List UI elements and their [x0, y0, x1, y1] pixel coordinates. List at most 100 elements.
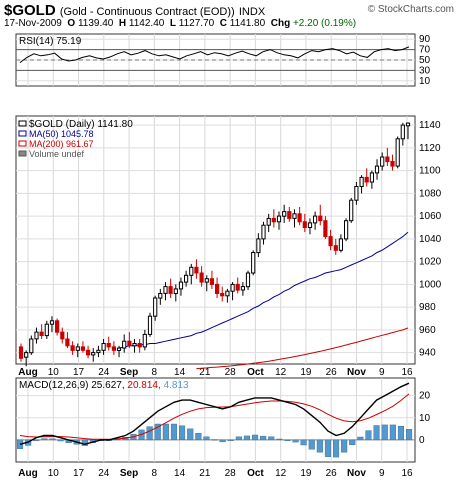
- candle-body: [29, 338, 34, 354]
- candle-body: [75, 346, 80, 351]
- candle-body: [80, 346, 86, 351]
- macd-panel-frame: [15, 377, 416, 463]
- x-tick-label: 10: [48, 468, 60, 479]
- candle-body: [271, 217, 276, 223]
- macd-hist-bar: [57, 439, 64, 442]
- candle-body: [204, 278, 209, 283]
- candle-body: [318, 215, 323, 222]
- chg-value: +2.20 (0.19%): [292, 18, 357, 29]
- x-tick-label: 9: [379, 367, 385, 378]
- macd-tick-label: 20: [419, 391, 431, 402]
- macd-hist-bar: [333, 439, 340, 458]
- candle-body: [302, 221, 307, 229]
- macd-hist-bar: [195, 433, 202, 441]
- candle-body: [194, 266, 199, 274]
- candle-body: [18, 346, 24, 359]
- macd-legend-part: 20.814,: [127, 380, 163, 391]
- candle-body: [297, 213, 302, 223]
- macd-hist-bar: [33, 439, 40, 441]
- x-tick-label: 14: [174, 468, 186, 479]
- price-tick-label: 1080: [419, 188, 442, 199]
- macd-hist-bar: [381, 424, 388, 441]
- candle-body: [313, 215, 318, 224]
- candle-body: [395, 138, 400, 167]
- price-legend-entry: MA(200) 961.67: [29, 139, 94, 149]
- candle-body: [70, 345, 75, 351]
- x-tick-label: Nov: [347, 367, 366, 378]
- rsi-tick-label: 10: [419, 76, 431, 87]
- candle-body: [328, 236, 333, 247]
- x-tick-label: 8: [152, 367, 158, 378]
- x-tick-label: 19: [300, 367, 312, 378]
- candle-body: [230, 283, 235, 292]
- x-tick-label: 12: [275, 468, 287, 479]
- x-tick-label: Aug: [18, 468, 37, 479]
- candle-body: [344, 220, 349, 240]
- candle-body: [261, 224, 266, 240]
- x-tick-label: 28: [225, 468, 237, 479]
- open-value: 1139.40: [77, 18, 114, 29]
- macd-hist-bar: [284, 439, 291, 441]
- x-tick-label: 8: [152, 468, 158, 479]
- low-value: 1127.70: [178, 18, 215, 29]
- high-value: 1142.40: [128, 18, 165, 29]
- macd-hist-bar: [203, 436, 210, 441]
- macd-tick-label: 0: [419, 435, 425, 446]
- macd-hist-bar: [211, 439, 218, 441]
- macd-legend: MACD(12,26,9) 25.627, 20.814, 4.813: [19, 380, 189, 391]
- x-tick-label: 24: [98, 367, 110, 378]
- candle-body: [178, 281, 184, 290]
- macd-hist-bar: [308, 439, 315, 450]
- x-tick-label: 21: [199, 468, 211, 479]
- candle-body: [44, 323, 49, 337]
- candle-body: [132, 343, 137, 347]
- macd-tick-label: 10: [419, 413, 431, 424]
- candle-body: [163, 286, 168, 294]
- candle-body: [137, 343, 142, 348]
- ma200-line: [196, 327, 409, 370]
- candle-body: [55, 320, 60, 333]
- candle-body: [323, 220, 328, 238]
- candle-body: [307, 222, 313, 228]
- chg-label: Chg: [270, 18, 291, 29]
- candle-body: [380, 156, 385, 167]
- candle-body: [333, 245, 338, 251]
- macd-hist-bar: [268, 436, 275, 441]
- candle-body: [189, 266, 194, 276]
- price-tick-label: 1000: [419, 279, 442, 290]
- candle-body: [282, 211, 287, 217]
- candle-body: [65, 338, 70, 347]
- candle-body: [49, 320, 55, 325]
- candle-body: [96, 349, 101, 354]
- x-tick-label: 10: [48, 367, 60, 378]
- macd-hist-bar: [397, 426, 405, 441]
- candle-body: [349, 199, 354, 222]
- candle-body: [147, 315, 153, 335]
- macd-legend-part: 25.627,: [91, 380, 127, 391]
- macd-hist-bar: [146, 426, 153, 441]
- candle-body: [354, 186, 359, 201]
- macd-hist-bar: [235, 436, 242, 441]
- candle-body: [235, 283, 240, 291]
- rsi-legend: RSI(14) 75.19: [19, 36, 82, 47]
- low-label: L: [169, 18, 176, 29]
- x-tick-label: 24: [98, 468, 110, 479]
- macd-hist-bar: [357, 436, 364, 441]
- x-tick-label: 16: [401, 468, 413, 479]
- legend-swatch: [18, 120, 27, 127]
- candle-body: [220, 293, 225, 297]
- candle-body: [369, 172, 374, 183]
- macd-hist-bar: [292, 439, 299, 443]
- macd-line: [19, 382, 410, 446]
- candle-body: [158, 293, 163, 299]
- x-tick-label: 17: [73, 468, 85, 479]
- candle-body: [111, 346, 117, 351]
- x-tick-label: Nov: [347, 468, 366, 479]
- price-legend-entry: MA(50) 1045.78: [29, 129, 94, 139]
- x-tick-label: 16: [401, 367, 413, 378]
- price-tick-label: 940: [419, 348, 436, 359]
- macd-hist-bar: [41, 438, 48, 441]
- macd-hist-bar: [276, 438, 283, 441]
- chart-title: $GOLD (Gold - Continuous Contract (EOD))…: [4, 2, 265, 19]
